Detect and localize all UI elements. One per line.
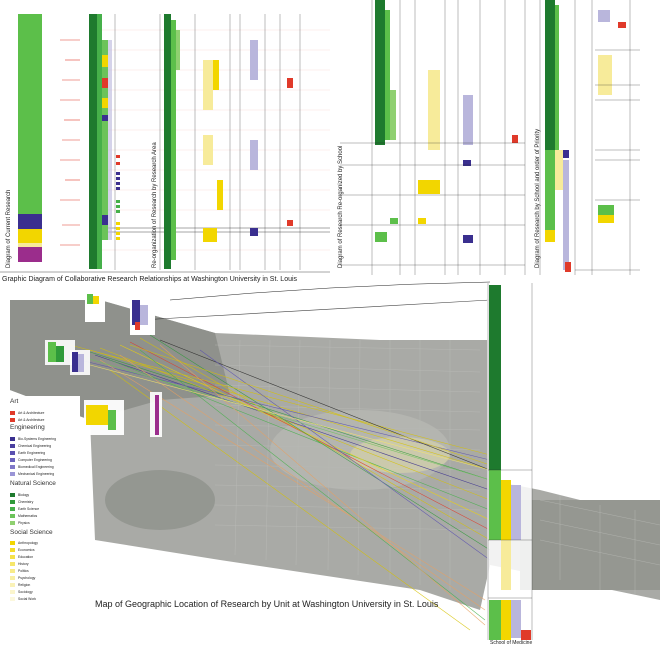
map-legend: Art Art & Architecture Art & Architectur… (10, 396, 80, 601)
legend-swatch (10, 451, 15, 455)
legend-item-label: Mechanical Engineering (18, 472, 55, 476)
current-research-chart (0, 14, 330, 273)
top-diagram-caption: Graphic Diagram of Collaborative Researc… (2, 276, 298, 283)
current-research-title: Diagram of Current Research (6, 189, 12, 268)
legend-swatch (10, 555, 15, 559)
legend-swatch (10, 597, 15, 601)
legend-swatch (10, 493, 15, 497)
legend-item-label: Earth Science (18, 507, 40, 511)
legend-swatch (10, 411, 15, 415)
legend-item-label: Economics (18, 548, 35, 552)
legend-swatch (10, 458, 15, 462)
legend-item-label: Social Work (18, 597, 37, 601)
reorganized-school-title: Diagram of Research Re-organized by Scho… (338, 145, 344, 268)
legend-item-label: Biology (18, 493, 30, 497)
legend-item-label: Education (18, 555, 34, 559)
legend-swatch (10, 562, 15, 566)
legend-item-label: Anthropology (18, 541, 38, 545)
legend-swatch (10, 465, 15, 469)
legend-swatch (10, 576, 15, 580)
connection-lines (59, 299, 491, 631)
legend-item-label: Chemistry (18, 500, 34, 504)
legend-item-label: Biomedical Engineering (18, 465, 54, 469)
map-mini-charts (45, 292, 162, 437)
legend-swatch (10, 437, 15, 441)
reorganized-area-title: Re-organization of Research by Research … (152, 142, 158, 268)
legend-swatch (10, 500, 15, 504)
legend-swatch (10, 521, 15, 525)
legend-item-label: Sociology (18, 590, 33, 594)
legend-swatch (10, 583, 15, 587)
legend-item-label: Art & Architecture (18, 411, 45, 415)
legend-swatch (10, 569, 15, 573)
school-of-medicine-chart (487, 283, 533, 640)
school-priority-title: Diagram of Research by School and order … (535, 128, 541, 268)
legend-group-title: Engineering (10, 424, 45, 431)
legend-swatch (10, 418, 15, 422)
legend-item-label: Politics (18, 569, 29, 573)
legend-swatch (10, 541, 15, 545)
legend-swatch (10, 507, 15, 511)
legend-group-title: Art (10, 398, 19, 405)
legend-item-label: Mathematics (18, 514, 38, 518)
legend-item-label: Art & Architecture (18, 418, 45, 422)
legend-group-title: Social Science (10, 529, 53, 536)
legend-group-title: Natural Science (10, 480, 56, 487)
legend-item-label: Earth Engineering (18, 451, 46, 455)
legend-item-label: Religion (18, 583, 31, 587)
legend-item-label: Computer Engineering (18, 458, 52, 462)
aerial-map (10, 300, 661, 610)
legend-item-label: Physics (18, 521, 30, 525)
legend-item-label: Chemical Engineering (18, 444, 52, 448)
legend-item-label: Psychology (18, 576, 36, 580)
legend-swatch (10, 472, 15, 476)
legend-swatch (10, 590, 15, 594)
school-priority-chart (539, 0, 640, 275)
legend-swatch (10, 548, 15, 552)
legend-swatch (10, 444, 15, 448)
map-caption: Map of Geographic Location of Research b… (95, 599, 439, 609)
legend-item-label: History (18, 562, 29, 566)
legend-item-label: Bio-Systems Engineering (18, 437, 57, 441)
reorganized-school-chart (340, 0, 526, 275)
legend-swatch (10, 514, 15, 518)
school-of-medicine-label: School of Medicine (490, 640, 533, 646)
